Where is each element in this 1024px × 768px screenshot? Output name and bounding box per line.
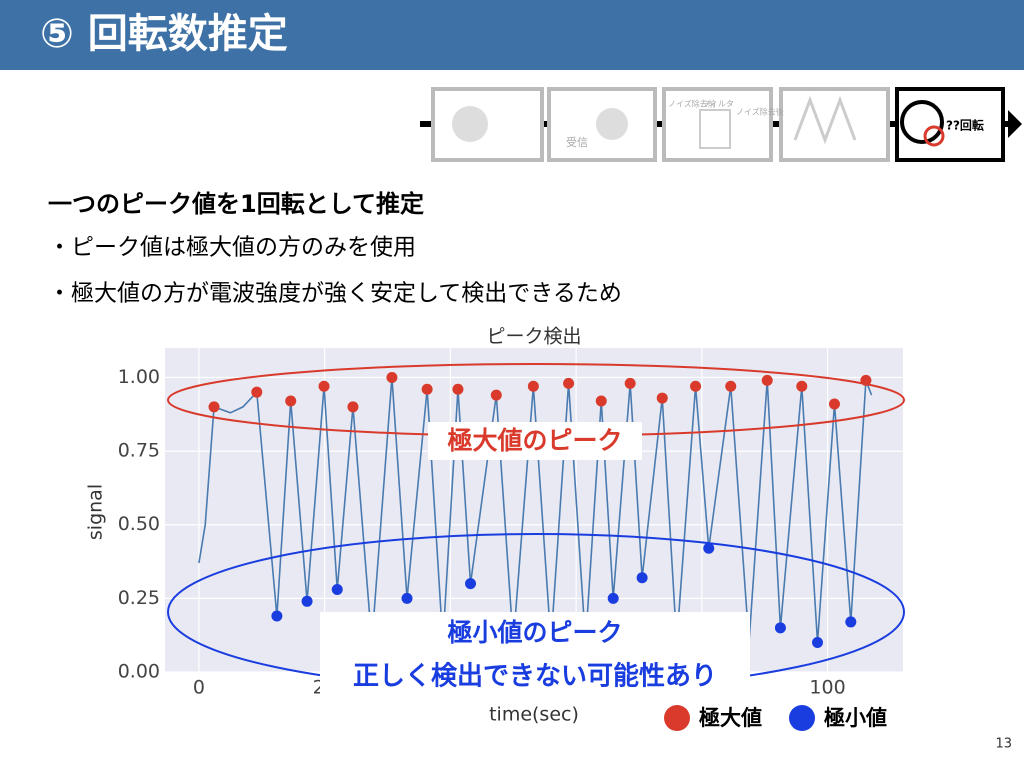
peak-point <box>347 401 359 413</box>
peak-point <box>527 380 539 392</box>
x-tick-label: 0 <box>193 677 205 699</box>
step-box-active <box>895 87 1005 162</box>
y-tick-label: 0.00 <box>118 661 160 683</box>
peak-point <box>774 622 786 634</box>
peak-point <box>208 401 220 413</box>
icon <box>793 95 857 145</box>
peak-point <box>725 380 737 392</box>
chart-title: ピーク検出 <box>486 326 581 348</box>
heading: 一つのピーク値を1回転として推定 <box>48 190 424 218</box>
annotation: 正しく検出できない可能性あり <box>353 661 717 692</box>
y-tick-label: 0.75 <box>118 440 160 462</box>
peak-point <box>285 395 297 407</box>
step-label: ノイズ除去後 <box>736 107 784 117</box>
page-number: 13 <box>995 737 1012 752</box>
peak-point <box>465 578 477 590</box>
legend-label: 極小値 <box>824 706 887 730</box>
legend: 極大値 極小値 <box>664 705 887 731</box>
x-tick-label: 100 <box>809 677 845 699</box>
step-label: フィルタ <box>702 100 734 109</box>
peak-point <box>624 377 636 389</box>
peak-point <box>421 383 433 395</box>
icon <box>699 109 731 149</box>
peak-point <box>563 377 575 389</box>
peak-point <box>401 592 413 604</box>
peak-point <box>812 637 824 649</box>
annotation-box <box>320 612 750 696</box>
y-tick-label: 0.50 <box>118 513 160 535</box>
wheel-icon <box>900 100 944 144</box>
peak-point <box>331 584 343 596</box>
peak-point <box>845 616 857 628</box>
peak-point <box>828 398 840 410</box>
step-label: ノイズ除去前 <box>668 99 716 109</box>
peak-point <box>607 592 619 604</box>
icon <box>452 106 488 142</box>
rotate-icon <box>923 125 945 147</box>
peak-point <box>386 371 398 383</box>
annotation-box <box>428 422 642 460</box>
legend-marker <box>789 705 815 731</box>
legend-marker <box>664 705 690 731</box>
peak-point <box>636 572 648 584</box>
y-tick-label: 1.00 <box>118 366 160 388</box>
y-axis-label: signal <box>85 484 107 540</box>
bullet: ・極大値の方が電波強度が強く安定して検出できるため <box>48 281 622 307</box>
peak-point <box>301 595 313 607</box>
peak-point <box>251 386 263 398</box>
x-axis-label: time(sec) <box>489 704 579 726</box>
annotation: 極大値のピーク <box>447 426 622 455</box>
step-label: ??回転 <box>946 118 984 133</box>
annotation: 極小値のピーク <box>447 618 622 647</box>
header-bar <box>0 0 1024 70</box>
pipeline-arrow <box>1008 110 1022 138</box>
step-box <box>779 87 890 162</box>
peak-point <box>690 380 702 392</box>
slide-title: ⑤ 回転数推定 <box>40 11 288 57</box>
icon <box>596 108 628 140</box>
pipeline: 受信 ノイズ除去前 フィルタ ノイズ除去後 ??回転 <box>420 87 1022 162</box>
bullet: ・ピーク値は極大値の方のみを使用 <box>48 235 416 261</box>
peak-point <box>796 380 808 392</box>
y-tick-label: 0.25 <box>118 587 160 609</box>
peak-point <box>656 392 668 404</box>
peak-point <box>318 380 330 392</box>
peak-point <box>703 542 715 554</box>
peak-point <box>595 395 607 407</box>
peak-point <box>452 383 464 395</box>
step-label: 受信 <box>566 136 588 149</box>
peak-point <box>761 374 773 386</box>
peak-point <box>490 389 502 401</box>
legend-label: 極大値 <box>699 706 762 730</box>
peak-point <box>271 610 283 622</box>
